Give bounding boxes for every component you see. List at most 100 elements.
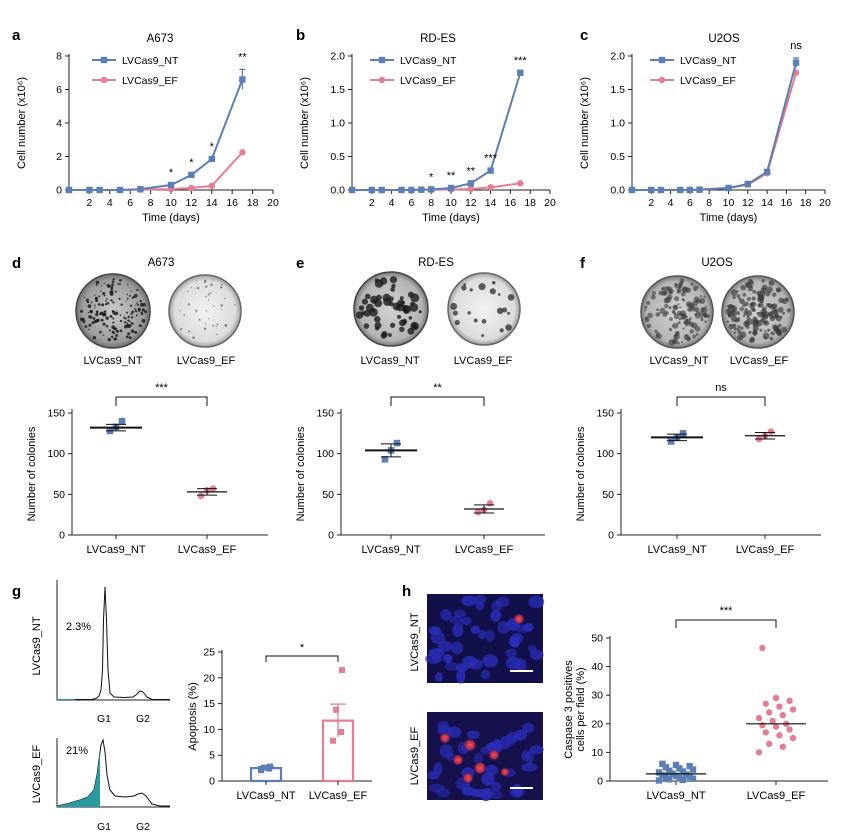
colony-spot — [690, 282, 694, 286]
colony-spot — [771, 292, 777, 297]
data-point-ef — [776, 703, 783, 710]
y-tick-label: 50 — [591, 633, 603, 645]
data-point-nt — [381, 456, 389, 463]
significance-label: *** — [720, 605, 734, 617]
colony-spot — [770, 331, 773, 335]
colony-spot — [220, 304, 223, 307]
x-tick-label: LVCas9_NT — [647, 544, 706, 556]
colony-spot — [505, 324, 512, 331]
x-tick-label: 6 — [687, 197, 693, 209]
colony-spot — [131, 310, 135, 314]
micro-nt-row-label: LVCas9_NT — [409, 612, 421, 671]
x-tick-label: 16 — [505, 197, 517, 209]
data-point-nt — [696, 186, 703, 193]
significance-label: *** — [155, 382, 169, 394]
colony-spot — [119, 314, 122, 317]
y-tick-label: 100 — [596, 448, 614, 460]
colony-spot — [655, 334, 659, 339]
colony-spot — [134, 308, 136, 310]
colony-spot — [127, 332, 131, 336]
colony-spot — [103, 294, 106, 297]
colony-spot — [736, 311, 740, 316]
y-axis-label: Number of colonies — [295, 426, 307, 521]
y-tick-label: 1.0 — [330, 118, 345, 130]
colony-spot — [180, 328, 183, 331]
data-point-ef — [789, 706, 797, 713]
colony-spot — [507, 311, 511, 315]
colony-spot — [727, 304, 734, 310]
legend-nt-label: LVCas9_NT — [122, 55, 179, 67]
colony-spot — [673, 305, 678, 310]
colony-spot — [668, 290, 672, 295]
x-tick-label: 20 — [819, 197, 831, 209]
colony-spot — [89, 310, 93, 313]
colony-spot — [732, 313, 735, 316]
colony-spot — [211, 279, 214, 281]
colony-spot — [697, 308, 700, 311]
colony-spot — [109, 290, 114, 294]
colony-spot — [403, 309, 409, 314]
x-tick-label: LVCas9_EF — [178, 544, 237, 556]
colony-spot — [409, 302, 419, 312]
colony-spot — [216, 333, 218, 336]
colony-spot — [676, 287, 682, 293]
colony-spot — [123, 324, 128, 329]
colony-spot — [705, 305, 708, 308]
significance-label: ** — [447, 170, 456, 182]
colony-spot — [97, 303, 101, 306]
nucleus — [469, 658, 483, 670]
colony-spot — [369, 307, 378, 317]
colony-spot — [110, 299, 113, 302]
x-tick-label: 16 — [226, 197, 238, 209]
data-point-nt — [672, 772, 680, 780]
colony-spot — [726, 305, 729, 308]
colony-spot — [704, 314, 708, 318]
colony-spot — [374, 326, 380, 331]
colony-spot — [123, 321, 127, 324]
series-line-ef — [69, 151, 244, 191]
significance-label: * — [189, 157, 194, 169]
colony-spot — [87, 304, 92, 308]
nucleus — [490, 790, 503, 800]
colony-spot — [742, 314, 746, 318]
colony-spot — [647, 312, 653, 319]
panel-a-label: a — [12, 27, 21, 44]
colony-spot — [126, 297, 129, 300]
flow-nt-row-label: LVCas9_NT — [31, 616, 43, 675]
colony-spot — [127, 315, 130, 319]
data-point-ef — [772, 723, 780, 730]
panel-d-label: d — [12, 255, 21, 272]
y-tick-label: 2.0 — [610, 51, 625, 63]
legend-ef-label: LVCas9_EF — [680, 75, 736, 87]
colony-spot — [739, 298, 745, 305]
colony-spot — [452, 310, 458, 316]
colony-spot — [136, 302, 138, 304]
data-point-nt — [657, 186, 665, 194]
colony-spot — [220, 283, 223, 286]
x-axis-label: Time (days) — [422, 212, 480, 224]
colony-spot — [777, 331, 782, 336]
data-point-nt — [662, 764, 669, 771]
colony-spot — [408, 316, 413, 320]
panel-f-label: f — [580, 255, 586, 272]
colony-spot — [679, 306, 682, 309]
chart-c-growth: 0.0 0.5 1.0 1.5 2.0 2 4 6 8 10 12 14 16 18 20 Time (day… — [579, 40, 831, 224]
data-point-ef — [338, 728, 344, 735]
colony-spot — [410, 293, 420, 303]
colony-spot — [198, 318, 201, 321]
nucleus — [521, 762, 538, 772]
colony-spot — [102, 312, 107, 317]
y-tick-label: 1.5 — [610, 84, 625, 96]
y-tick-label: 30 — [591, 690, 603, 702]
colony-spot — [664, 286, 670, 292]
colony-spot — [679, 282, 683, 286]
colony-spot — [729, 324, 732, 327]
data-point-ef — [772, 694, 780, 702]
colony-spot — [194, 287, 196, 289]
colony-spot — [112, 301, 115, 304]
colony-spot — [704, 320, 707, 323]
data-point-ef — [188, 184, 195, 192]
nucleus — [452, 623, 464, 637]
y-tick-label: 2 — [56, 151, 62, 163]
colony-spot — [676, 341, 680, 345]
